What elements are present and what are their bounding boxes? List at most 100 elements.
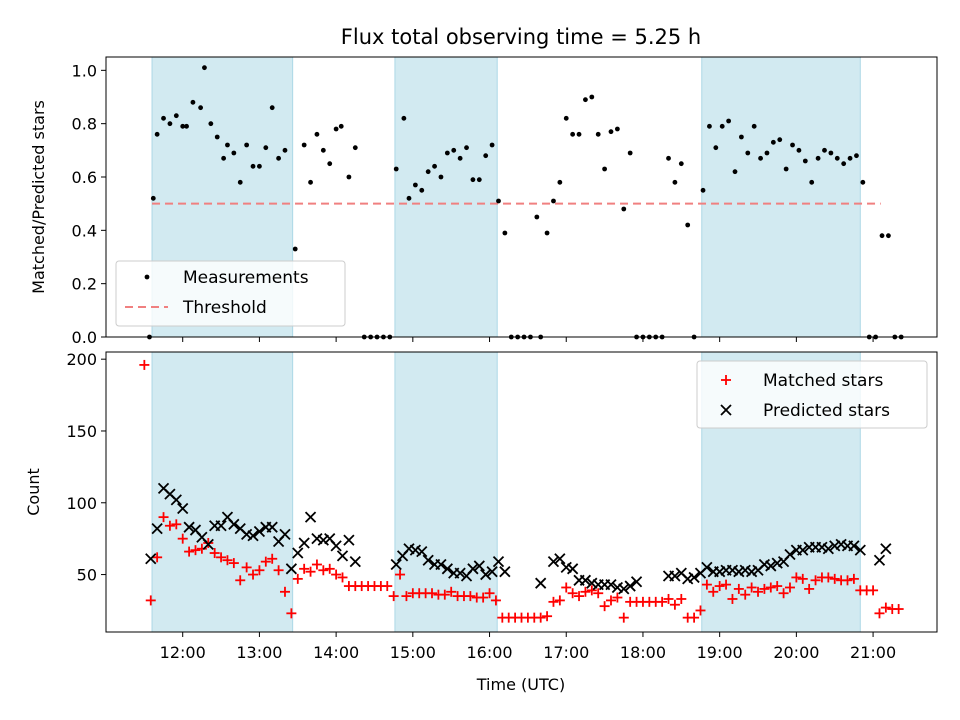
top-y-axis-label: Matched/Predicted stars bbox=[29, 100, 48, 294]
x-stroke bbox=[473, 560, 485, 572]
matched-star-point bbox=[478, 592, 489, 603]
matched-star-point bbox=[490, 595, 501, 606]
x-stroke bbox=[535, 577, 547, 589]
measurement-point bbox=[457, 155, 463, 161]
predicted-star-point bbox=[304, 511, 317, 523]
predicted-star-point bbox=[435, 558, 447, 571]
measurement-point bbox=[483, 153, 489, 159]
matched-star-point bbox=[382, 581, 393, 592]
predicted-star-point bbox=[177, 502, 189, 515]
measurement-point bbox=[583, 97, 588, 103]
matched-star-point bbox=[465, 591, 476, 602]
x-tick-label: 14:00 bbox=[313, 643, 359, 662]
matched-star-point bbox=[874, 608, 885, 619]
matched-star-point bbox=[708, 586, 719, 597]
x-stroke bbox=[567, 563, 579, 575]
predicted-star-point bbox=[701, 561, 713, 574]
predicted-star-point bbox=[467, 563, 479, 575]
matched-star-point bbox=[823, 572, 834, 583]
measurement-point bbox=[173, 113, 179, 119]
measurement-point bbox=[327, 161, 333, 167]
matched-star-point bbox=[759, 583, 770, 594]
matched-star-point bbox=[663, 593, 674, 604]
predicted-star-point bbox=[797, 544, 809, 556]
x-stroke bbox=[279, 528, 291, 540]
predicted-star-point bbox=[618, 583, 630, 595]
x-stroke bbox=[624, 580, 636, 592]
matched-star-point bbox=[542, 611, 553, 622]
x-stroke bbox=[586, 577, 598, 589]
x-stroke bbox=[486, 566, 498, 578]
measurement-point bbox=[269, 105, 275, 111]
x-stroke bbox=[611, 581, 624, 594]
measurement-point bbox=[783, 166, 789, 172]
measurement-point bbox=[338, 123, 344, 129]
predicted-star-point bbox=[624, 580, 636, 592]
matched-star-point bbox=[311, 559, 322, 570]
matched-star-point bbox=[331, 569, 342, 580]
legend-x bbox=[720, 404, 732, 416]
predicted-star-point bbox=[554, 553, 566, 565]
x-stroke bbox=[409, 544, 422, 556]
x-stroke bbox=[726, 564, 739, 576]
measurement-point bbox=[180, 123, 186, 129]
x-stroke bbox=[797, 544, 809, 556]
x-stroke bbox=[157, 482, 170, 495]
matched-star-point bbox=[267, 553, 278, 564]
measurement-point bbox=[672, 179, 678, 185]
predicted-star-point bbox=[605, 578, 617, 591]
matched-star-point bbox=[701, 579, 712, 590]
measurement-point bbox=[738, 134, 744, 140]
legend-measurements-marker bbox=[144, 274, 150, 280]
matched-star-point bbox=[292, 573, 303, 584]
y-tick-label: 0.2 bbox=[72, 275, 97, 294]
matched-star-point bbox=[797, 573, 808, 584]
x-stroke bbox=[854, 544, 866, 556]
predicted-star-point bbox=[330, 540, 342, 552]
predicted-star-point bbox=[422, 554, 434, 566]
matched-star-point bbox=[318, 565, 329, 576]
x-stroke bbox=[292, 547, 304, 559]
x-tick-label: 16:00 bbox=[466, 643, 512, 662]
measurement-point bbox=[713, 145, 719, 151]
predicted-star-point bbox=[202, 538, 214, 551]
x-stroke bbox=[202, 538, 214, 551]
measurement-point bbox=[614, 126, 620, 132]
x-stroke bbox=[196, 531, 208, 543]
matched-star-point bbox=[580, 586, 591, 597]
predicted-star-point bbox=[486, 566, 498, 578]
measurement-point bbox=[822, 147, 827, 153]
measurement-point bbox=[732, 169, 738, 175]
predicted-star-point bbox=[765, 560, 777, 572]
measurement-point bbox=[432, 163, 437, 169]
matched-star-point bbox=[605, 595, 616, 606]
matched-star-point bbox=[593, 588, 604, 599]
x-stroke bbox=[579, 574, 592, 586]
measurement-point bbox=[841, 161, 847, 167]
predicted-star-point bbox=[579, 574, 592, 586]
x-stroke bbox=[480, 568, 492, 581]
measurement-point bbox=[602, 166, 607, 172]
x-stroke bbox=[183, 521, 195, 533]
matched-star-point bbox=[395, 569, 406, 580]
measurement-point bbox=[815, 155, 821, 161]
matched-star-point bbox=[248, 569, 259, 580]
predicted-star-point bbox=[343, 534, 355, 546]
bottom-x-ticks: 12:00 13:00 14:00 15:00 16:00 17:00 18:00 19:00… bbox=[160, 632, 896, 662]
count-points bbox=[139, 359, 904, 623]
predicted-star-point bbox=[688, 571, 700, 584]
measurement-point bbox=[719, 123, 725, 129]
measurement-point bbox=[751, 123, 757, 129]
x-stroke bbox=[441, 563, 453, 575]
measurement-point bbox=[802, 158, 808, 164]
matched-star-point bbox=[829, 573, 840, 584]
predicted-star-point bbox=[630, 576, 643, 588]
matched-star-point bbox=[791, 572, 802, 583]
x-stroke bbox=[311, 533, 323, 545]
x-stroke bbox=[630, 576, 643, 588]
matched-star-point bbox=[260, 556, 271, 567]
matched-star-point bbox=[574, 591, 585, 602]
matched-star-point bbox=[772, 581, 783, 592]
legend-predicted-marker bbox=[720, 404, 732, 416]
measurement-point bbox=[854, 153, 859, 159]
